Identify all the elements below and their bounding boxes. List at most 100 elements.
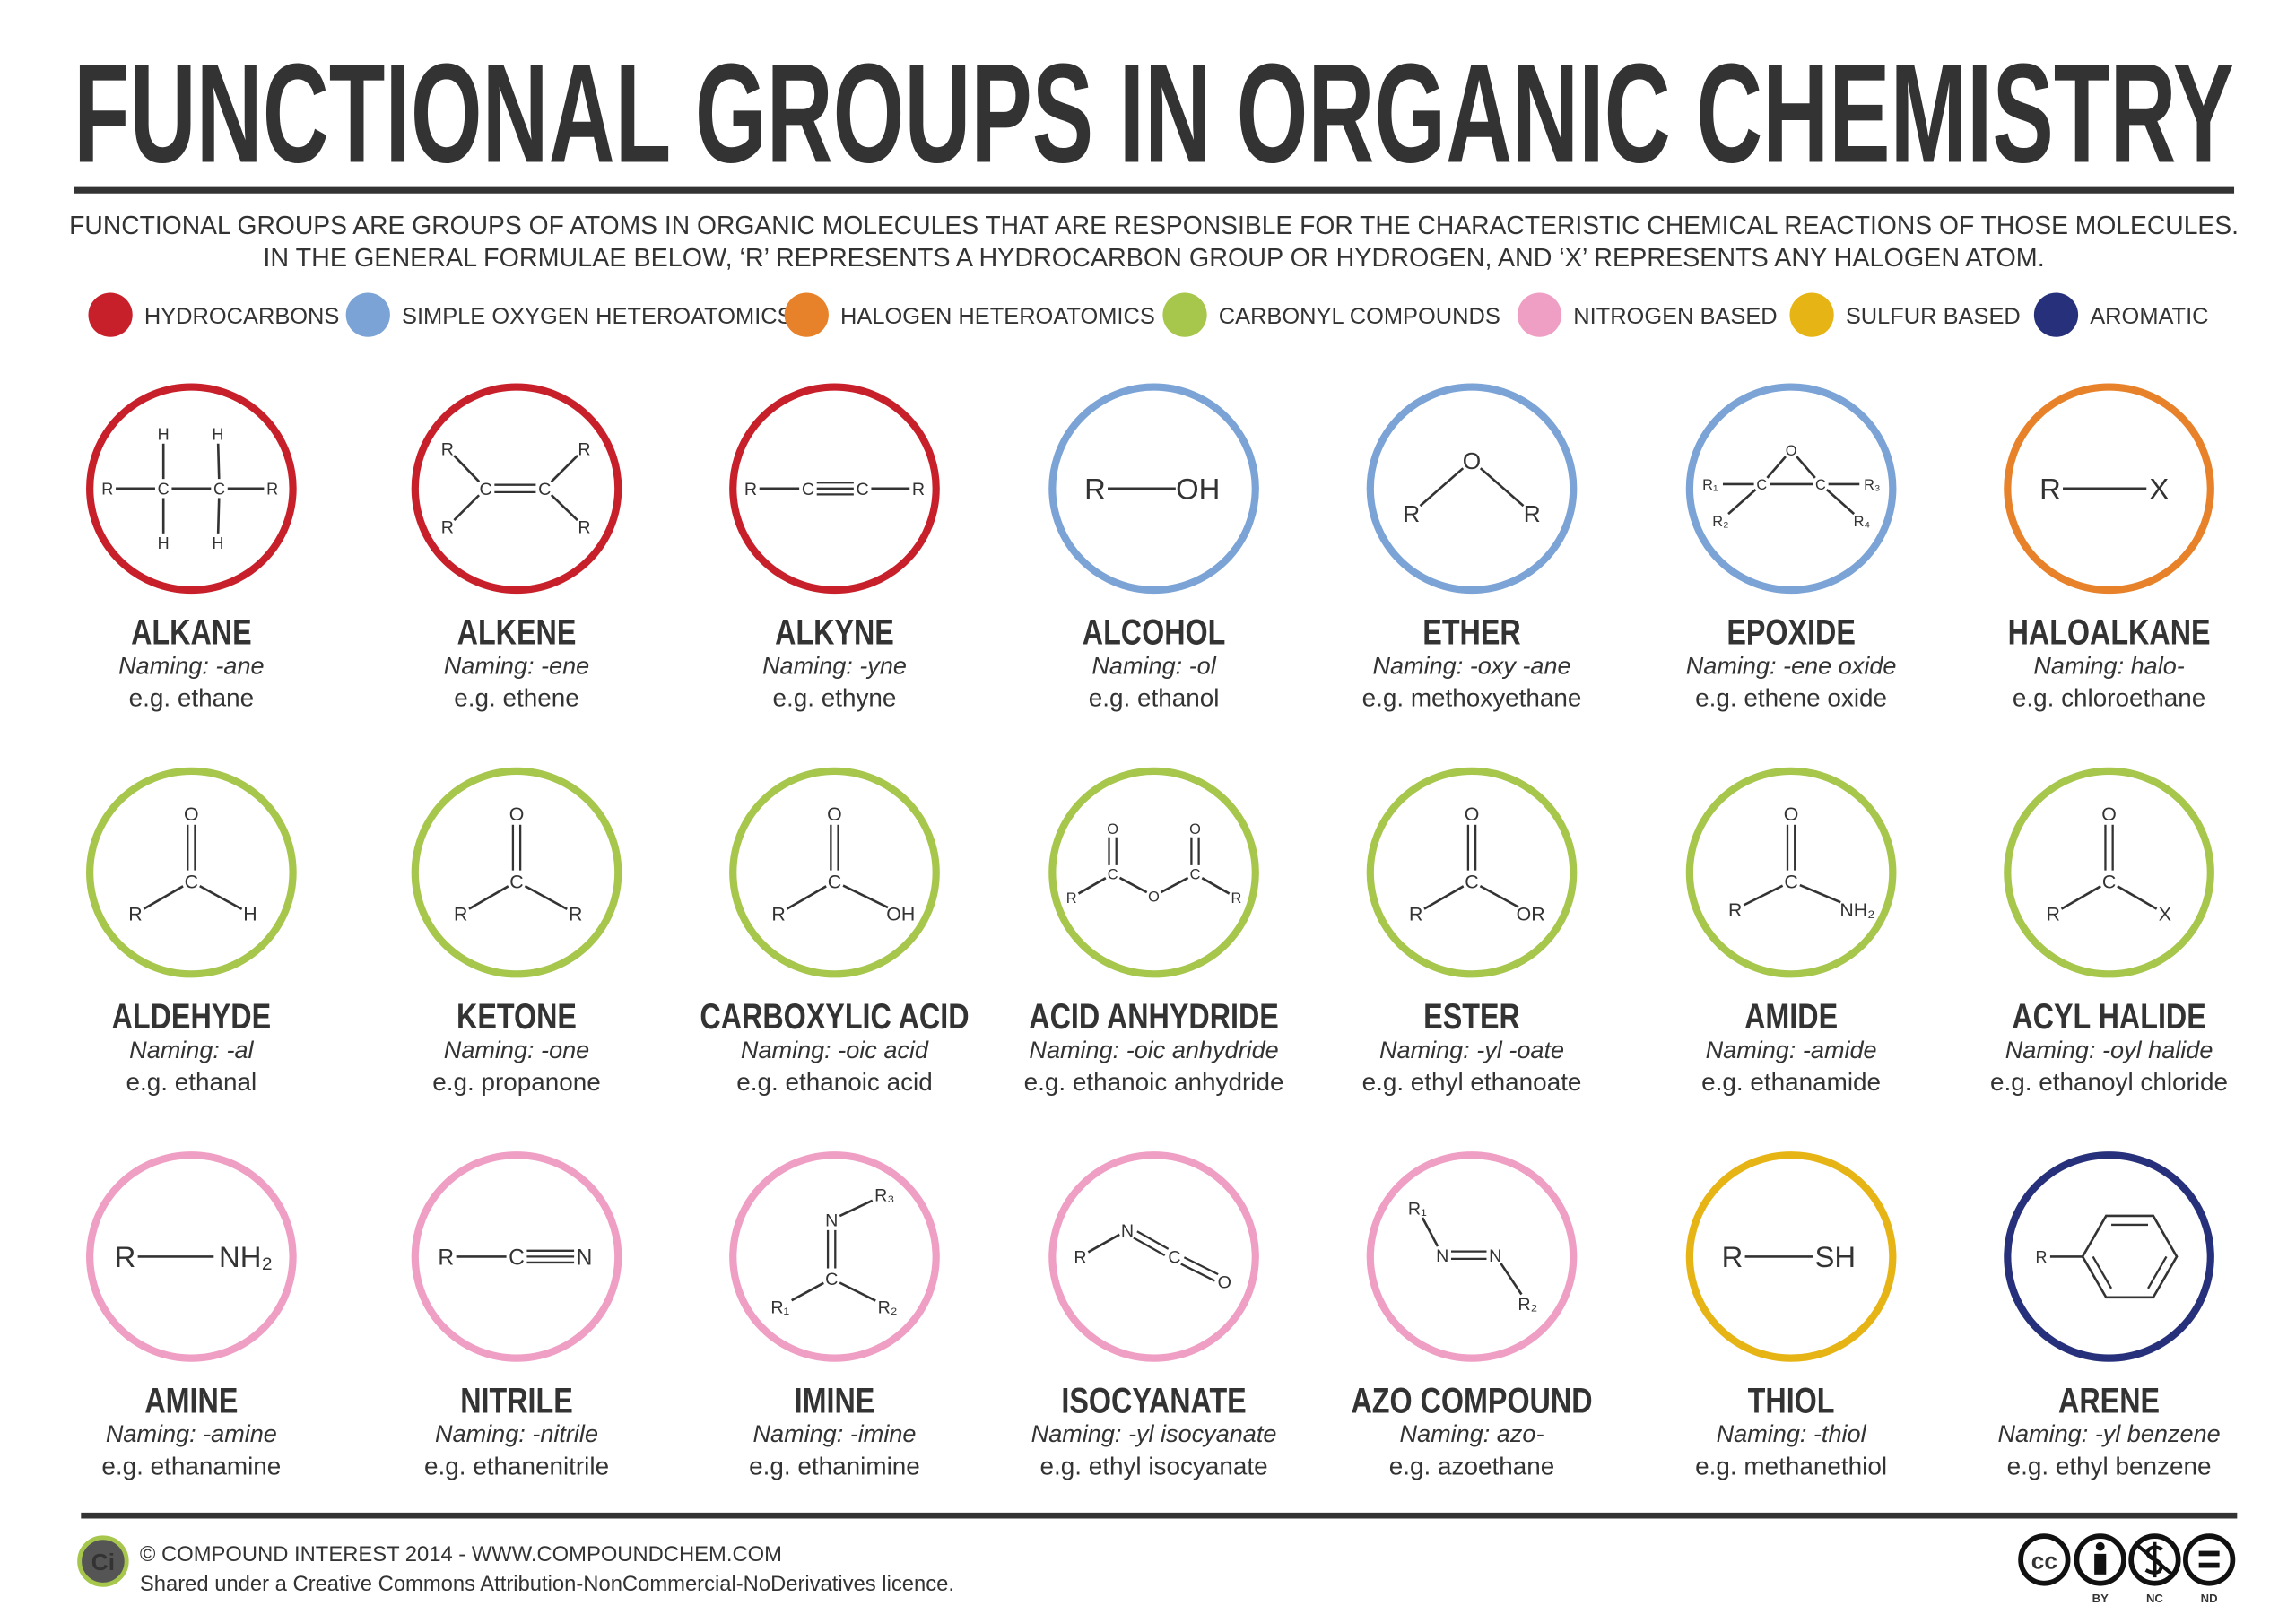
group-ring	[1366, 383, 1578, 595]
group-ring	[1685, 383, 1897, 595]
nd-icon-bottom	[2198, 1562, 2220, 1568]
atom-label: R	[1722, 1240, 1744, 1273]
group-example: e.g. ethanol	[1089, 684, 1220, 712]
atom-label: R	[2039, 473, 2061, 506]
atom-label: O	[509, 803, 525, 825]
group-example: e.g. ethene	[454, 684, 579, 712]
atom-label: C	[538, 480, 551, 499]
bond	[216, 443, 221, 480]
atom-label: R	[438, 1245, 454, 1270]
group-name: ETHER	[1422, 612, 1520, 653]
atom-label: R	[1231, 890, 1242, 907]
atom-label: SH	[1815, 1240, 1857, 1273]
atom-label: R	[1074, 1247, 1086, 1267]
atom-label: H	[158, 426, 170, 444]
group-example: e.g. ethanimine	[749, 1452, 920, 1480]
bond	[1479, 467, 1525, 508]
group-naming: Naming: -yl benzene	[1997, 1419, 2220, 1447]
bond	[2117, 885, 2158, 910]
group-naming: Naming: -ane	[118, 652, 264, 680]
atom-label: R	[128, 904, 142, 925]
logo-text: Ci	[91, 1549, 115, 1575]
atom-label: R₂	[878, 1298, 898, 1317]
atom-label: R	[578, 440, 590, 460]
cc-badge-label: BY	[2092, 1592, 2109, 1605]
bond	[1118, 876, 1148, 894]
bond	[1077, 877, 1107, 895]
group-example: e.g. azoethane	[1389, 1452, 1554, 1480]
cc-badge-label: ND	[2201, 1592, 2218, 1605]
atom-label: R	[266, 480, 278, 498]
group-example: e.g. methanethiol	[1695, 1452, 1887, 1480]
atom-label: C	[158, 480, 170, 498]
bond	[791, 1281, 824, 1302]
title: FUNCTIONAL GROUPS IN ORGANIC CHEMISTRY	[74, 35, 2234, 193]
group-ring	[1048, 383, 1259, 595]
atom-label: H	[212, 534, 223, 552]
atom-label: C	[479, 480, 491, 499]
legend-label: HYDROCARBONS	[144, 304, 340, 329]
group-name: THIOL	[1748, 1380, 1835, 1420]
atom-label: N	[1436, 1246, 1448, 1266]
legend-label: AROMATIC	[2090, 304, 2208, 329]
bond	[1183, 1256, 1219, 1276]
atom-label: C	[857, 480, 869, 499]
bond	[199, 884, 243, 911]
group-example: e.g. chloroethane	[2013, 684, 2205, 712]
group-ring	[2004, 1151, 2214, 1362]
group-naming: Naming: -amide	[1706, 1036, 1877, 1063]
group-ring	[411, 767, 622, 978]
atom-label: R	[1084, 473, 1106, 506]
bond	[1180, 1263, 1216, 1282]
atom-label: R	[1409, 904, 1422, 925]
atom-label: R	[771, 904, 785, 925]
group-naming: Naming: -oxy -ane	[1372, 652, 1570, 680]
bond	[2147, 1255, 2168, 1289]
atom-label: C	[509, 1245, 525, 1270]
group-ring	[86, 1151, 297, 1362]
atom-label: O	[1107, 821, 1118, 838]
group-ring	[1366, 1151, 1578, 1362]
atom-label: R	[1524, 500, 1541, 527]
atom-label: NH₂	[1839, 899, 1874, 921]
atom-label: R	[578, 518, 590, 538]
group-naming: Naming: -amine	[106, 1419, 277, 1447]
atom-label: C	[509, 872, 523, 893]
group-example: e.g. propanone	[432, 1068, 601, 1096]
group-name: ACYL HALIDE	[2012, 996, 2205, 1037]
atom-label: N	[825, 1211, 838, 1230]
legend-swatch	[1162, 292, 1207, 337]
subtitle: FUNCTIONAL GROUPS ARE GROUPS OF ATOMS IN…	[69, 212, 2239, 240]
atom-label: R₃	[1864, 477, 1881, 493]
group-ring	[729, 767, 940, 978]
bond	[1421, 1217, 1439, 1247]
group-name: NITRILE	[460, 1380, 573, 1420]
group-example: e.g. ethanoic anhydride	[1024, 1068, 1284, 1096]
group-example: e.g. ethene oxide	[1695, 684, 1887, 712]
group-ring	[1366, 767, 1578, 978]
bond	[143, 885, 184, 910]
group-naming: Naming: -nitrile	[435, 1419, 598, 1447]
cc-badge	[2183, 1533, 2236, 1586]
bond	[1500, 1263, 1523, 1296]
bond	[453, 494, 481, 521]
group-name: AMINE	[144, 1380, 238, 1420]
bond	[842, 884, 889, 909]
bond	[1479, 884, 1519, 908]
legend-label: HALOGEN HETEROATOMICS	[840, 304, 1155, 329]
group-name: HALOALKANE	[2008, 612, 2211, 653]
group-ring	[1048, 1151, 1259, 1362]
atom-label: R₁	[1408, 1199, 1427, 1219]
legend-swatch	[2033, 292, 2079, 337]
atom-label: C	[825, 1270, 838, 1289]
group-ring	[2004, 383, 2214, 595]
atom-label: R	[115, 1240, 136, 1273]
bond	[1796, 456, 1816, 479]
legend-label: CARBONYL COMPOUNDS	[1219, 304, 1500, 329]
